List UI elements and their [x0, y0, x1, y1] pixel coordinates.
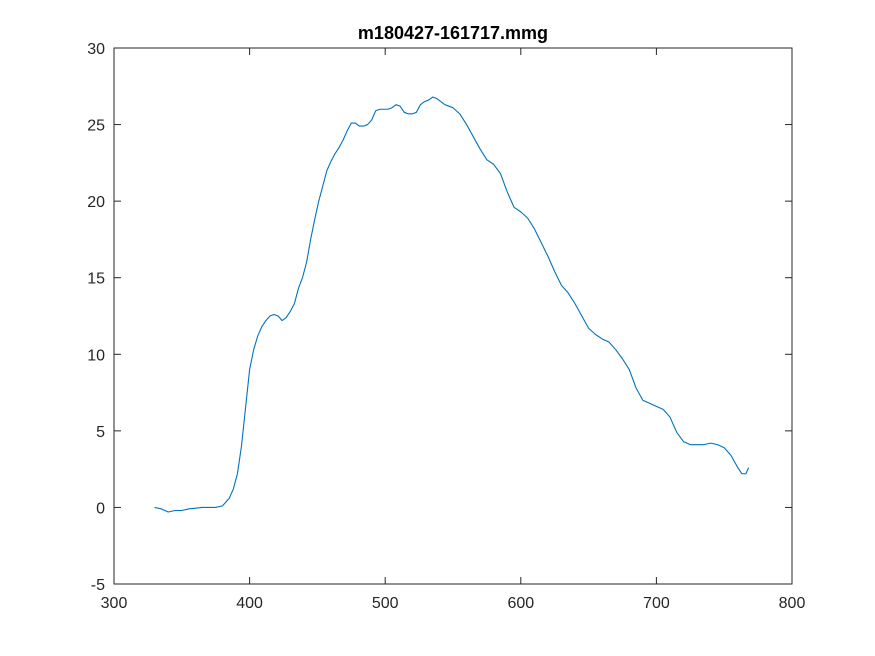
series-layer — [154, 96, 750, 513]
y-axis: -5 0 5 10 15 20 25 30 — [87, 41, 792, 594]
y-tick-label: 30 — [87, 41, 105, 58]
y-tick-label: 25 — [87, 118, 105, 135]
series-line-1 — [154, 96, 750, 513]
y-tick-label: 5 — [96, 424, 105, 441]
x-tick-label: 800 — [779, 595, 806, 612]
x-axis: 300 400 500 600 700 800 — [101, 48, 806, 612]
plot-area — [114, 48, 792, 584]
y-tick-label: 15 — [87, 271, 105, 288]
x-tick-label: 400 — [236, 595, 263, 612]
axes-box — [113, 47, 793, 585]
x-tick-label: 300 — [101, 595, 128, 612]
x-tick-label: 700 — [643, 595, 670, 612]
y-tick-label: 10 — [87, 347, 105, 364]
x-tick-label: 600 — [507, 595, 534, 612]
chart-title: m180427-161717.mmg — [358, 23, 548, 43]
x-tick-label: 500 — [372, 595, 399, 612]
y-tick-label: 20 — [87, 194, 105, 211]
y-tick-label: -5 — [91, 577, 105, 594]
y-tick-label: 0 — [96, 500, 105, 517]
